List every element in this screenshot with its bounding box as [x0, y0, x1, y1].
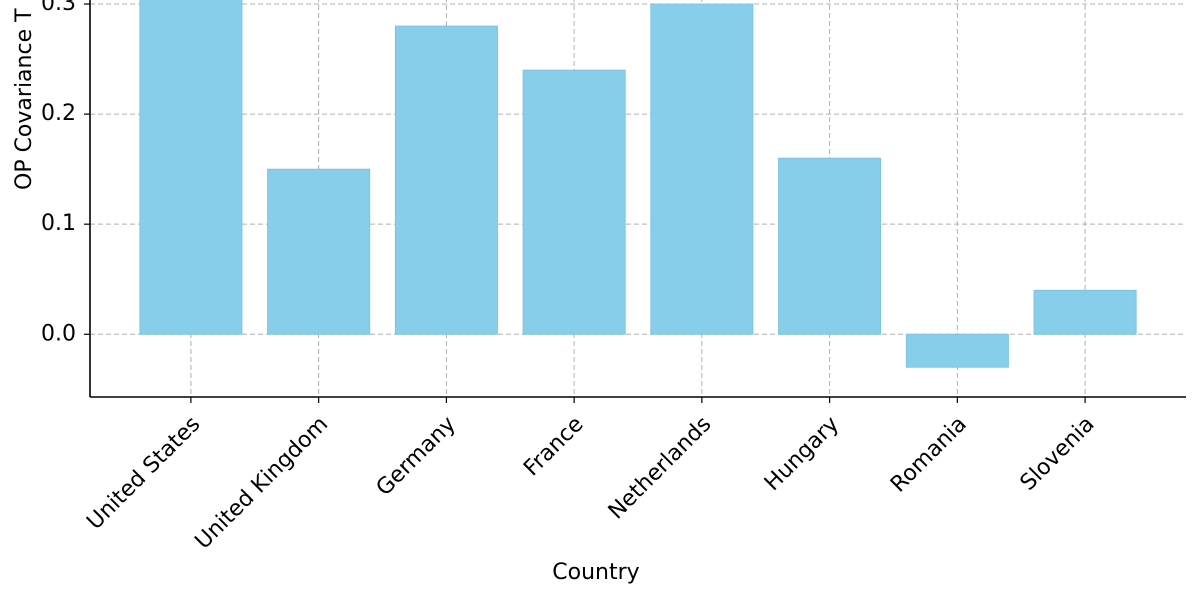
bar	[650, 3, 754, 335]
bar	[394, 25, 498, 335]
x-tick-label: Romania	[886, 412, 972, 498]
y-tick-label: 0.1	[41, 211, 76, 236]
bar	[139, 0, 243, 335]
x-tick-label: Germany	[372, 412, 461, 501]
y-tick-label: 0.3	[41, 0, 76, 16]
x-axis-label: Country	[552, 560, 639, 585]
bar	[522, 69, 626, 335]
bar	[267, 168, 371, 335]
x-tick-label: Hungary	[760, 412, 844, 496]
x-tick-label: United Kingdom	[191, 412, 334, 555]
y-axis-label: OP Covariance T	[12, 8, 37, 190]
bars	[139, 0, 1137, 368]
y-tick-label: 0.2	[41, 101, 76, 126]
y-tick-label: 0.0	[41, 321, 76, 346]
x-tick-label: Netherlands	[604, 412, 717, 525]
bar	[905, 333, 1009, 368]
bar	[1033, 289, 1137, 335]
grid	[90, 0, 1186, 397]
x-tick-label: United States	[82, 412, 205, 535]
bar	[778, 157, 882, 335]
x-tick-label: France	[519, 412, 588, 481]
x-tick-label: Slovenia	[1016, 412, 1100, 496]
